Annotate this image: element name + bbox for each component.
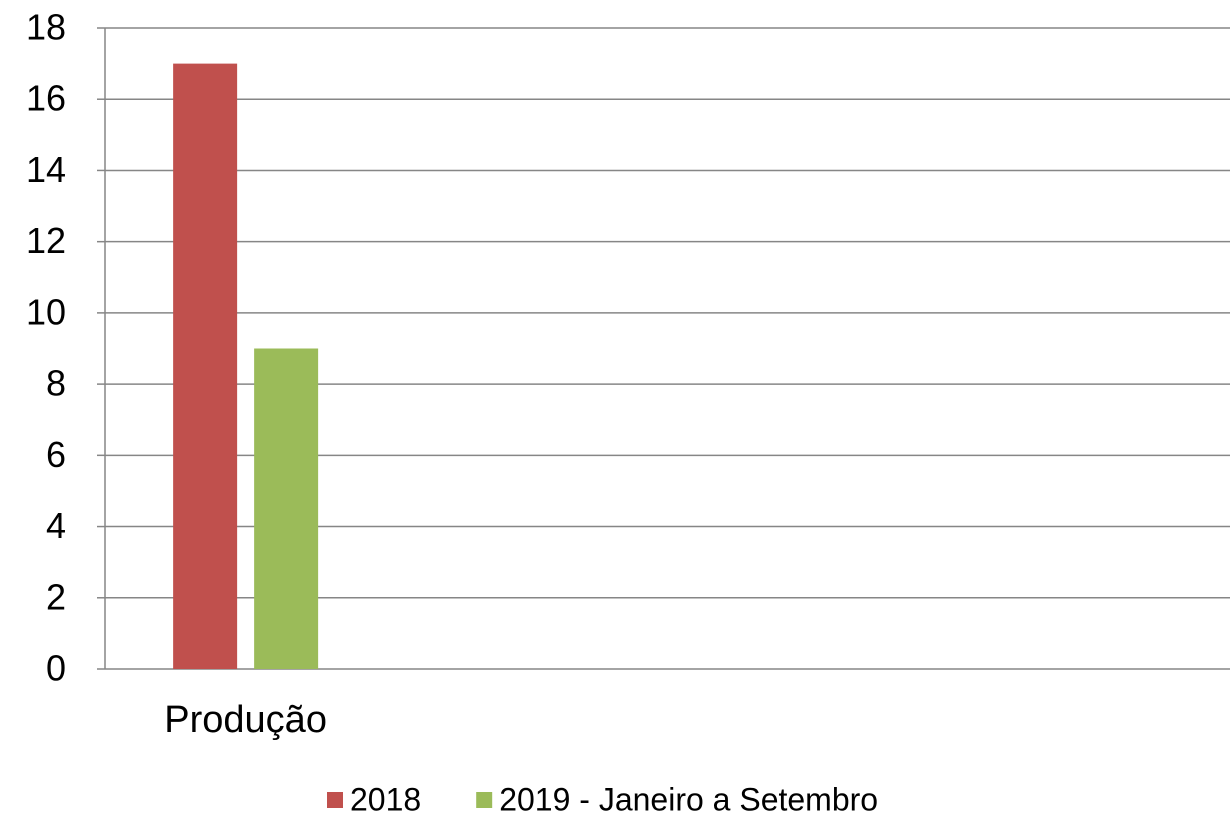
legend-swatch	[476, 792, 493, 808]
legend-label: 2018	[350, 781, 421, 814]
y-tick-label: 4	[46, 505, 66, 546]
y-tick-label: 16	[26, 78, 66, 119]
bar	[173, 63, 238, 670]
y-tick-label: 8	[46, 363, 66, 404]
legend-label: 2019 - Janeiro a Setembro	[499, 781, 878, 814]
y-tick-label: 0	[46, 648, 66, 689]
y-tick-label: 12	[26, 220, 66, 261]
y-tick-label: 2	[46, 576, 66, 617]
y-tick-label: 14	[26, 149, 66, 190]
bar	[254, 348, 319, 669]
legend-swatch	[327, 792, 343, 808]
y-tick-label: 10	[26, 291, 66, 332]
x-tick-label: Produção	[164, 699, 327, 741]
y-tick-label: 18	[26, 7, 66, 48]
y-tick-label: 6	[46, 434, 66, 475]
